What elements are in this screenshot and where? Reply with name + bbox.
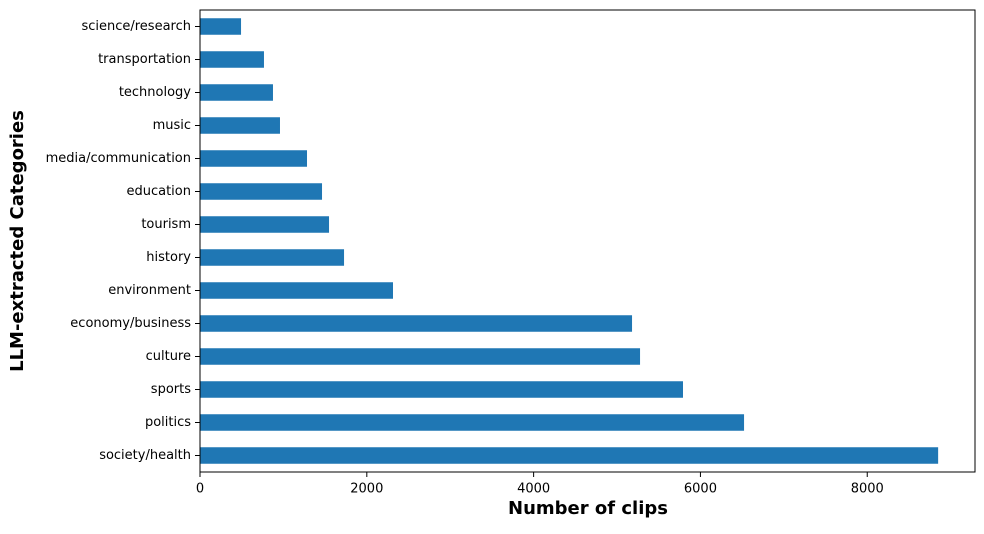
bar <box>200 117 280 134</box>
bar <box>200 150 308 167</box>
bar <box>200 315 633 332</box>
bar <box>200 282 393 299</box>
x-tick-label: 6000 <box>684 482 717 497</box>
y-tick-label: culture <box>146 349 191 364</box>
x-axis-label: Number of clips <box>508 498 668 519</box>
x-tick-label: 0 <box>196 482 204 497</box>
bar <box>200 249 345 266</box>
x-tick-label: 8000 <box>851 482 884 497</box>
plot-frame <box>199 9 976 473</box>
bar <box>200 348 641 365</box>
y-tick-label: environment <box>108 283 191 298</box>
bar <box>200 216 330 233</box>
bar <box>200 381 683 398</box>
bar <box>200 447 939 464</box>
bar <box>200 51 264 68</box>
y-tick-label: music <box>153 118 191 133</box>
y-tick-label: society/health <box>99 448 191 463</box>
y-tick-label: education <box>126 184 191 199</box>
y-tick-label: transportation <box>98 52 191 67</box>
y-tick-label: technology <box>119 85 191 100</box>
y-tick-label: media/communication <box>46 151 191 166</box>
bar <box>200 18 242 35</box>
y-tick-label: sports <box>151 382 191 397</box>
bar <box>200 84 273 101</box>
y-tick-label: tourism <box>141 217 191 232</box>
y-tick-label: politics <box>145 415 191 430</box>
y-tick-label: economy/business <box>70 316 191 331</box>
y-tick-label: history <box>146 250 191 265</box>
x-tick-label: 4000 <box>517 482 550 497</box>
bar <box>200 414 745 431</box>
y-axis-label: LLM-extracted Categories <box>7 110 28 372</box>
x-tick-label: 2000 <box>350 482 383 497</box>
bar <box>200 183 323 200</box>
y-tick-label: science/research <box>81 19 191 34</box>
